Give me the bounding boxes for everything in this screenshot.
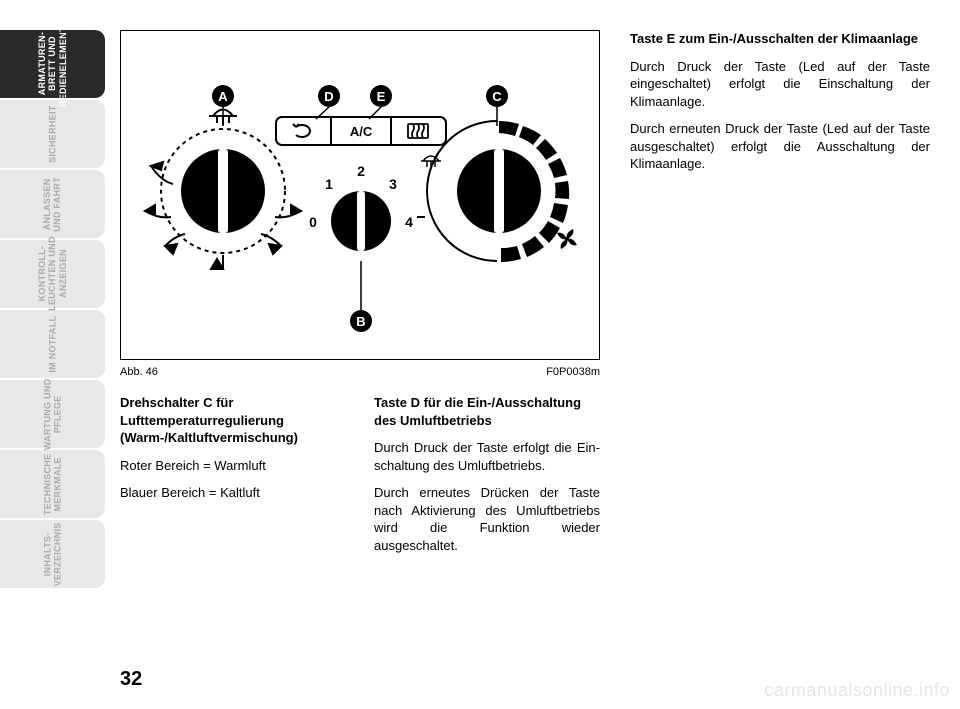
main-content: 0 1 2 3 4 <box>120 30 940 689</box>
tab-anlassen[interactable]: ANLASSEN UND FAHRT <box>0 170 105 238</box>
tab-sicherheit[interactable]: SICHERHEIT <box>0 100 105 168</box>
label-A: A <box>212 85 234 126</box>
col-d-p1: Durch Druck der Taste erfolgt die Ein­sc… <box>374 439 600 474</box>
watermark: carmanualsonline.info <box>764 680 950 701</box>
svg-text:0: 0 <box>309 214 317 230</box>
label-E: E <box>369 85 392 119</box>
svg-text:B: B <box>356 314 365 329</box>
caption-left: Abb. 46 <box>120 366 158 378</box>
col-c: Drehschalter C für Lufttemperaturregulie… <box>120 394 346 564</box>
tab-wartung[interactable]: WARTUNG UND PFLEGE <box>0 380 105 448</box>
tab-notfall[interactable]: IM NOTFALL <box>0 310 105 378</box>
text-columns: Drehschalter C für Lufttemperaturregulie… <box>120 394 600 564</box>
svg-text:C: C <box>492 89 502 104</box>
svg-text:A/C: A/C <box>350 124 373 139</box>
label-C: C <box>486 85 508 126</box>
diagram-caption: Abb. 46 F0P0038m <box>120 366 600 378</box>
col-e-p2: Durch erneuten Druck der Taste (Led auf … <box>630 120 930 173</box>
tab-kontroll[interactable]: KONTROLL- LEUCHTEN UND ANZEIGEN <box>0 240 105 308</box>
svg-text:E: E <box>377 89 386 104</box>
col-d-heading: Taste D für die Ein-/Ausschaltung des Um… <box>374 394 600 429</box>
col-e-p1: Durch Druck der Taste (Led auf der Ta­st… <box>630 58 930 111</box>
tab-inhalt[interactable]: INHALTS- VERZEICHNIS <box>0 520 105 588</box>
sidebar-tabs: ARMATUREN- BRETT UND BEDIENELEMENTE SICH… <box>0 30 105 588</box>
label-B: B <box>350 261 372 332</box>
tab-armaturen[interactable]: ARMATUREN- BRETT UND BEDIENELEMENTE <box>0 30 105 98</box>
svg-text:1: 1 <box>325 176 333 192</box>
col-c-p1: Roter Bereich = Warmluft <box>120 457 346 475</box>
svg-text:2: 2 <box>357 163 365 179</box>
climate-control-diagram: 0 1 2 3 4 <box>120 30 600 360</box>
svg-text:A: A <box>218 89 228 104</box>
col-e: Taste E zum Ein-/Ausschalten der Klimaan… <box>630 30 930 183</box>
svg-text:3: 3 <box>389 176 397 192</box>
page-number: 32 <box>120 668 142 691</box>
col-e-heading: Taste E zum Ein-/Ausschalten der Klimaan… <box>630 30 930 48</box>
col-d-p2: Durch erneutes Drücken der Taste nach Ak… <box>374 484 600 554</box>
caption-right: F0P0038m <box>546 366 600 378</box>
col-c-heading: Drehschalter C für Lufttemperaturregulie… <box>120 394 346 447</box>
tab-technische[interactable]: TECHNISCHE MERKMALE <box>0 450 105 518</box>
label-D: D <box>316 85 340 119</box>
svg-text:D: D <box>324 89 333 104</box>
svg-text:4: 4 <box>405 214 413 230</box>
col-c-p2: Blauer Bereich = Kaltluft <box>120 484 346 502</box>
col-d: Taste D für die Ein-/Ausschaltung des Um… <box>374 394 600 564</box>
